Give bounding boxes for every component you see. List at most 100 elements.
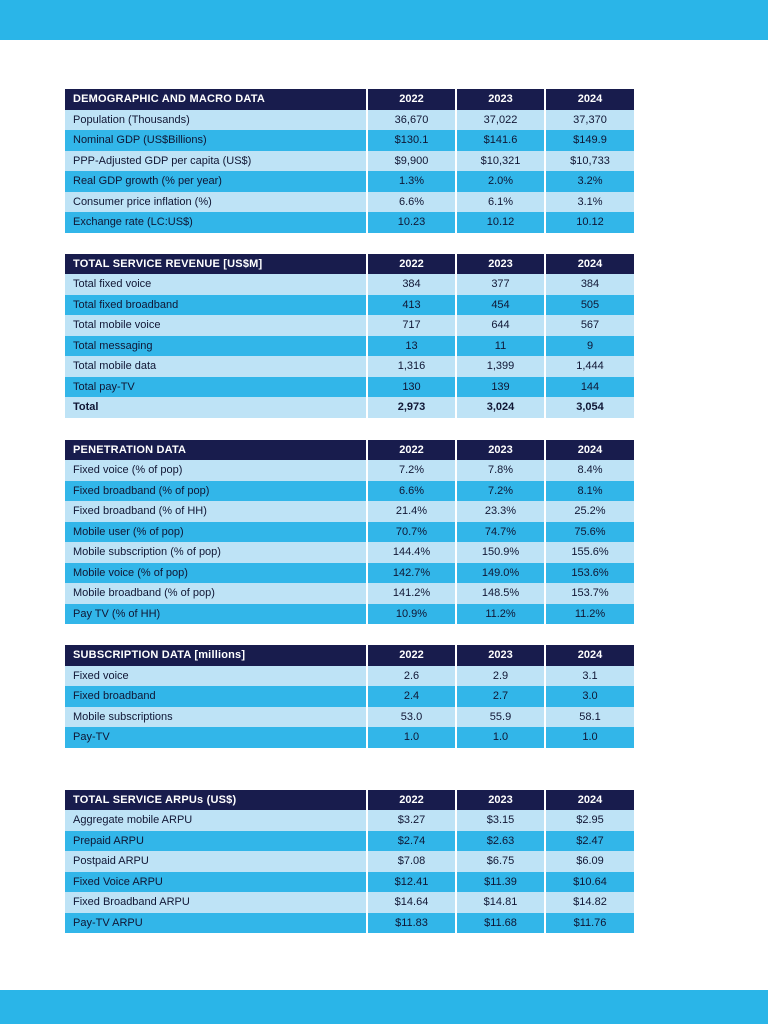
cell-2023: 74.7% — [455, 521, 545, 542]
table-section-revenue: TOTAL SERVICE REVENUE [US$M] 2022 2023 2… — [65, 253, 634, 418]
subscription-table: SUBSCRIPTION DATA [millions] 2022 2023 2… — [65, 645, 634, 748]
table-section-penetration: PENETRATION DATA 2022 2023 2024 Fixed vo… — [65, 439, 634, 624]
table-row: Postpaid ARPU $7.08 $6.75 $6.09 — [65, 851, 634, 872]
table-section-arpus: TOTAL SERVICE ARPUs (US$) 2022 2023 2024… — [65, 789, 634, 933]
cell-2024: 567 — [544, 315, 634, 336]
table-header-row: TOTAL SERVICE REVENUE [US$M] 2022 2023 2… — [65, 253, 634, 274]
cell-2023: $141.6 — [455, 130, 545, 151]
row-label: Total — [65, 397, 367, 418]
row-label: Pay-TV ARPU — [65, 912, 367, 933]
cell-2022: 21.4% — [366, 501, 456, 522]
table-row: Pay TV (% of HH) 10.9% 11.2% 11.2% — [65, 603, 634, 624]
cell-2022: 53.0 — [366, 706, 456, 727]
cell-2024: 3.1% — [544, 191, 634, 212]
row-label: Fixed broadband (% of HH) — [65, 501, 367, 522]
cell-2023: 37,022 — [455, 109, 545, 130]
cell-2024: $11.76 — [544, 912, 634, 933]
year-header-2022: 2022 — [366, 253, 456, 274]
year-header-2024: 2024 — [544, 253, 634, 274]
table-row: PPP-Adjusted GDP per capita (US$) $9,900… — [65, 150, 634, 171]
report-page-content: DEMOGRAPHIC AND MACRO DATA 2022 2023 202… — [65, 89, 634, 933]
year-header-2023: 2023 — [455, 789, 545, 810]
row-label: PPP-Adjusted GDP per capita (US$) — [65, 150, 367, 171]
cell-2022: 36,670 — [366, 109, 456, 130]
cell-2023: $6.75 — [455, 851, 545, 872]
row-label: Exchange rate (LC:US$) — [65, 212, 367, 233]
row-label: Consumer price inflation (%) — [65, 191, 367, 212]
row-label: Mobile voice (% of pop) — [65, 562, 367, 583]
table-header-row: TOTAL SERVICE ARPUs (US$) 2022 2023 2024 — [65, 789, 634, 810]
table-row: Total fixed broadband 413 454 505 — [65, 294, 634, 315]
row-label: Total messaging — [65, 335, 367, 356]
cell-2024: 153.6% — [544, 562, 634, 583]
cell-2024: 3,054 — [544, 397, 634, 418]
table-title: PENETRATION DATA — [65, 439, 367, 460]
cell-2024: 3.1 — [544, 665, 634, 686]
year-header-2024: 2024 — [544, 89, 634, 110]
arpu-table: TOTAL SERVICE ARPUs (US$) 2022 2023 2024… — [65, 789, 634, 933]
cell-2023: 2.7 — [455, 686, 545, 707]
cell-2022: 142.7% — [366, 562, 456, 583]
demographic-macro-table: DEMOGRAPHIC AND MACRO DATA 2022 2023 202… — [65, 89, 634, 233]
cell-2022: $12.41 — [366, 871, 456, 892]
cell-2024: 1.0 — [544, 727, 634, 748]
year-header-2023: 2023 — [455, 645, 545, 666]
year-header-2024: 2024 — [544, 789, 634, 810]
table-header-row: DEMOGRAPHIC AND MACRO DATA 2022 2023 202… — [65, 89, 634, 110]
row-label: Fixed broadband (% of pop) — [65, 480, 367, 501]
row-label: Mobile broadband (% of pop) — [65, 583, 367, 604]
table-row: Population (Thousands) 36,670 37,022 37,… — [65, 109, 634, 130]
cell-2023: 10.12 — [455, 212, 545, 233]
cell-2024: $149.9 — [544, 130, 634, 151]
row-label: Pay TV (% of HH) — [65, 603, 367, 624]
bottom-accent-strip — [0, 990, 768, 1024]
table-row: Fixed Broadband ARPU $14.64 $14.81 $14.8… — [65, 892, 634, 913]
cell-2024: 155.6% — [544, 542, 634, 563]
row-label: Postpaid ARPU — [65, 851, 367, 872]
cell-2023: 148.5% — [455, 583, 545, 604]
cell-2022: 10.23 — [366, 212, 456, 233]
cell-2023: 2.9 — [455, 665, 545, 686]
row-label: Mobile subscription (% of pop) — [65, 542, 367, 563]
cell-2024: 505 — [544, 294, 634, 315]
cell-2023: $11.68 — [455, 912, 545, 933]
year-header-2023: 2023 — [455, 253, 545, 274]
row-label: Aggregate mobile ARPU — [65, 810, 367, 831]
cell-2023: 644 — [455, 315, 545, 336]
cell-2022: 2.6 — [366, 665, 456, 686]
cell-2022: $130.1 — [366, 130, 456, 151]
table-row: Real GDP growth (% per year) 1.3% 2.0% 3… — [65, 171, 634, 192]
row-label: Total pay-TV — [65, 376, 367, 397]
cell-2024: $2.95 — [544, 810, 634, 831]
table-row: Fixed broadband (% of pop) 6.6% 7.2% 8.1… — [65, 480, 634, 501]
cell-2023: 454 — [455, 294, 545, 315]
cell-2024: 75.6% — [544, 521, 634, 542]
cell-2022: $2.74 — [366, 830, 456, 851]
cell-2024: 37,370 — [544, 109, 634, 130]
cell-2023: $3.15 — [455, 810, 545, 831]
cell-2023: 7.8% — [455, 460, 545, 481]
cell-2023: $11.39 — [455, 871, 545, 892]
table-row: Nominal GDP (US$Billions) $130.1 $141.6 … — [65, 130, 634, 151]
cell-2023: 1.0 — [455, 727, 545, 748]
row-label: Prepaid ARPU — [65, 830, 367, 851]
cell-2022: 1.3% — [366, 171, 456, 192]
cell-2023: $14.81 — [455, 892, 545, 913]
table-row: Mobile broadband (% of pop) 141.2% 148.5… — [65, 583, 634, 604]
table-row: Consumer price inflation (%) 6.6% 6.1% 3… — [65, 191, 634, 212]
table-row: Fixed Voice ARPU $12.41 $11.39 $10.64 — [65, 871, 634, 892]
cell-2022: 13 — [366, 335, 456, 356]
cell-2022: $11.83 — [366, 912, 456, 933]
cell-2024: 384 — [544, 274, 634, 295]
cell-2024: 10.12 — [544, 212, 634, 233]
top-accent-strip — [0, 0, 768, 40]
cell-2023: 11.2% — [455, 603, 545, 624]
table-row: Fixed voice 2.6 2.9 3.1 — [65, 665, 634, 686]
table-header-row: PENETRATION DATA 2022 2023 2024 — [65, 439, 634, 460]
table-total-row: Total 2,973 3,024 3,054 — [65, 397, 634, 418]
row-label: Fixed Voice ARPU — [65, 871, 367, 892]
cell-2024: 144 — [544, 376, 634, 397]
table-row: Total messaging 13 11 9 — [65, 335, 634, 356]
table-title: TOTAL SERVICE ARPUs (US$) — [65, 789, 367, 810]
cell-2023: 11 — [455, 335, 545, 356]
